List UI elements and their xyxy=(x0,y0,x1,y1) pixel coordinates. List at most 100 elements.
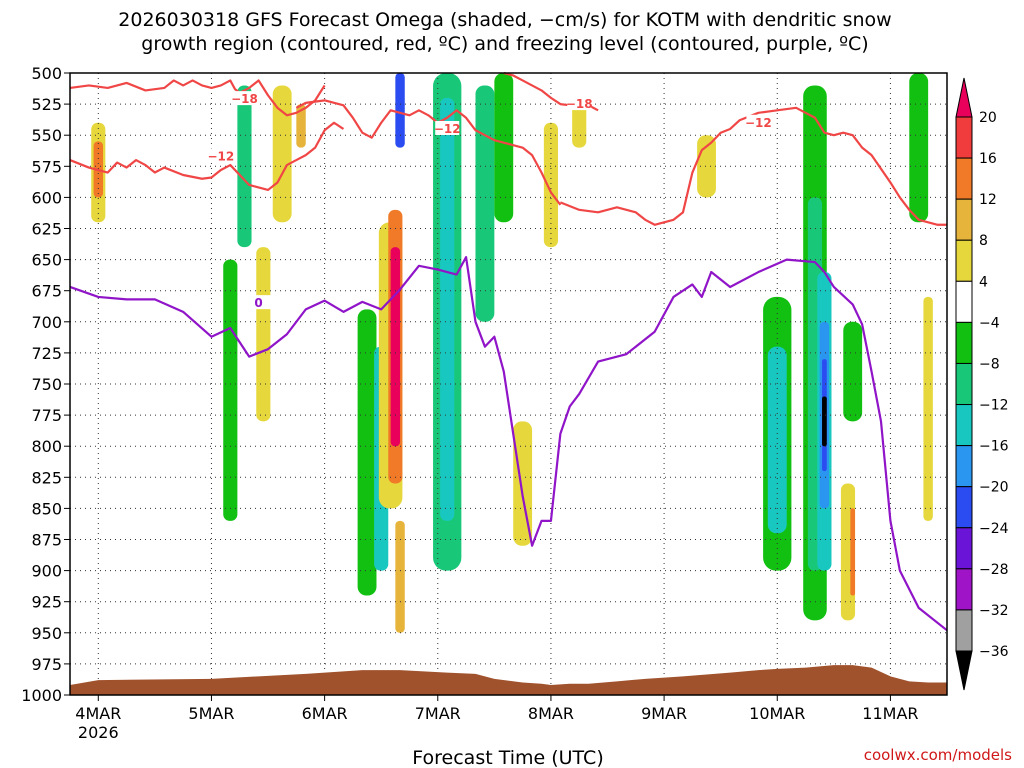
dgz-minus12-mid-label: −12 xyxy=(434,122,461,136)
dgz-minus12-mid-label-bg xyxy=(435,120,460,135)
omega-patch xyxy=(440,97,455,521)
x-tick-label: 9MAR xyxy=(641,704,687,723)
dgz-minus12-lower-line xyxy=(69,121,345,192)
y-tick-label: 625 xyxy=(31,220,62,239)
y-tick-label: 950 xyxy=(31,624,62,643)
y-tick-label: 900 xyxy=(31,562,62,581)
axes: 500 525 550 575 600 625 650 675 700 725 750 775 800 8… xyxy=(21,64,948,742)
dgz-minus12-right-label: −12 xyxy=(745,116,772,130)
terrain-fill xyxy=(70,665,947,695)
colorbar-segment xyxy=(955,486,973,529)
dgz-minus12-right-line xyxy=(559,106,947,226)
y-tick-label: 850 xyxy=(31,499,62,518)
dgz-minus12-lower-label-bg xyxy=(208,148,233,163)
y-tick-label: 1000 xyxy=(21,686,62,705)
x-tick-label: 5MAR xyxy=(188,704,234,723)
omega-patch xyxy=(223,259,238,521)
x-tick-label: 10MAR xyxy=(749,704,805,723)
dgz-minus18-upper-line xyxy=(69,79,326,117)
colorbar-bottom-arrow xyxy=(955,650,973,691)
colorbar-segment xyxy=(955,527,973,570)
freezing-level-label: 0 xyxy=(254,296,262,310)
omega-patch xyxy=(843,321,863,422)
y-tick-label: 550 xyxy=(31,126,62,145)
dgz-minus18-upper-label-bg xyxy=(232,91,257,106)
y-tick-label: 825 xyxy=(31,468,62,487)
colorbar-segment xyxy=(955,609,973,652)
omega-patch xyxy=(822,396,827,447)
colorbar-label: −8 xyxy=(979,356,1000,372)
y-tick-label: 725 xyxy=(31,344,62,363)
colorbar-label: −32 xyxy=(979,603,1009,619)
omega-patch xyxy=(272,85,292,223)
x-axis-label: Forecast Time (UTC) xyxy=(412,747,603,768)
x-tick-label: 11MAR xyxy=(862,704,918,723)
colorbar-top-arrow xyxy=(955,77,973,118)
y-tick-label: 925 xyxy=(31,593,62,612)
freezing-level-line xyxy=(69,256,948,632)
omega-patch xyxy=(390,247,401,447)
colorbar-label: −12 xyxy=(979,398,1009,414)
x-tick-sublabel: 2026 xyxy=(78,723,119,742)
colorbar-label: 4 xyxy=(979,274,988,290)
omega-patch xyxy=(923,296,933,521)
omega-patch xyxy=(513,421,533,546)
y-tick-label: 750 xyxy=(31,375,62,394)
omega-patch xyxy=(543,122,559,248)
y-tick-label: 600 xyxy=(31,188,62,207)
colorbar-label: 20 xyxy=(979,110,997,126)
colorbar-segment xyxy=(955,321,973,364)
colorbar-label: −20 xyxy=(979,480,1009,496)
credit-link[interactable]: coolwx.com/models xyxy=(864,746,1012,764)
colorbar-segment xyxy=(955,116,973,159)
dgz-minus18-right-label: −18 xyxy=(566,97,593,111)
omega-patch xyxy=(357,309,377,596)
colorbar-label: 12 xyxy=(979,192,997,208)
y-tick-label: 650 xyxy=(31,251,62,270)
y-tick-label: 775 xyxy=(31,406,62,425)
colorbar-segment xyxy=(955,568,973,611)
colorbar-segment xyxy=(955,239,973,282)
omega-patch xyxy=(395,73,405,148)
colorbar: 20 16 12 8 4 −4 −8 −12 −16 −20 −24 −28 −32 −36 xyxy=(955,77,1009,691)
dgz-minus18-upper-label: −18 xyxy=(231,92,258,106)
dgz-minus12-lower-label: −12 xyxy=(207,149,234,163)
x-tick-label: 8MAR xyxy=(528,704,574,723)
omega-patch xyxy=(697,135,716,198)
x-tick-label: 4MAR xyxy=(75,704,121,723)
dgz-minus18-right-label-bg xyxy=(567,96,592,111)
colorbar-label: 8 xyxy=(979,233,988,249)
y-tick-label: 575 xyxy=(31,157,62,176)
colorbar-label: −16 xyxy=(979,439,1009,455)
y-tick-label: 675 xyxy=(31,282,62,301)
omega-patch xyxy=(395,520,405,633)
colorbar-label: −36 xyxy=(979,644,1009,660)
contour-layer: −18 −12 −12 −18 −12 0 xyxy=(69,71,948,632)
y-tick-label: 500 xyxy=(31,64,62,83)
colorbar-segment xyxy=(955,157,973,200)
freezing-level-label-bg xyxy=(246,295,271,310)
terrain-layer xyxy=(70,665,947,695)
chart-title-line-1: 2026030318 GFS Forecast Omega (shaded, −… xyxy=(118,9,891,31)
dgz-minus12-right-label-bg xyxy=(746,114,771,129)
colorbar-label: −24 xyxy=(979,521,1009,537)
colorbar-label: −28 xyxy=(979,562,1009,578)
chart-title-line-2: growth region (contoured, red, ºC) and f… xyxy=(141,33,868,55)
omega-patch xyxy=(296,104,306,148)
y-tick-label: 525 xyxy=(31,95,62,114)
colorbar-segment xyxy=(955,404,973,447)
y-tick-label: 700 xyxy=(31,313,62,332)
y-tick-label: 875 xyxy=(31,531,62,550)
colorbar-segment xyxy=(955,280,973,323)
colorbar-segment xyxy=(955,198,973,241)
colorbar-label: −4 xyxy=(979,315,1000,331)
omega-patch xyxy=(256,247,271,422)
colorbar-label: 16 xyxy=(979,151,997,167)
colorbar-segment xyxy=(955,445,973,488)
omega-patch xyxy=(237,85,252,248)
y-tick-label: 975 xyxy=(31,655,62,674)
omega-patch xyxy=(850,508,856,596)
colorbar-segment xyxy=(955,362,973,406)
omega-patch xyxy=(909,73,929,223)
